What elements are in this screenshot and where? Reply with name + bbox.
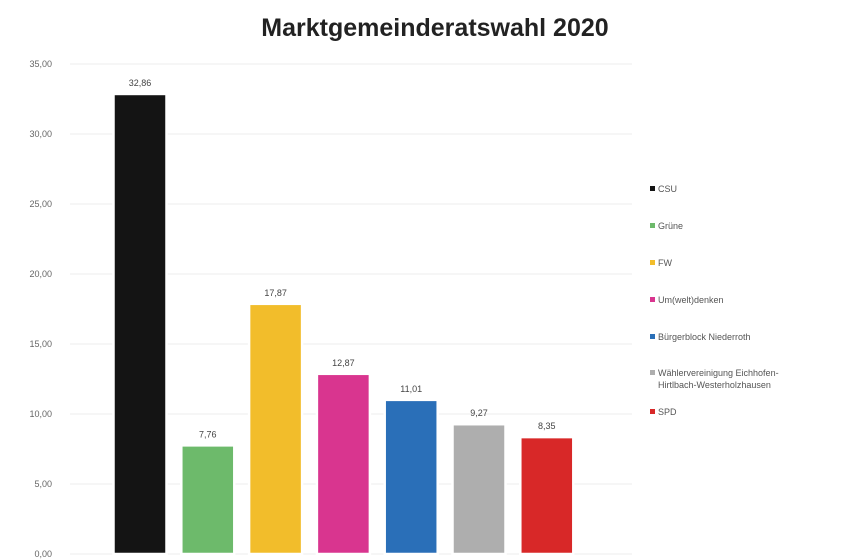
legend-swatch xyxy=(650,186,655,191)
bar xyxy=(112,92,168,556)
y-tick-label: 0,00 xyxy=(34,549,52,559)
y-tick-label: 25,00 xyxy=(29,199,52,209)
bar xyxy=(247,302,304,556)
legend-label: SPD xyxy=(658,407,677,417)
chart-title: Marktgemeinderatswahl 2020 xyxy=(261,14,609,42)
legend-label: Grüne xyxy=(658,221,684,231)
y-tick-label: 5,00 xyxy=(34,479,52,489)
legend-item: CSU xyxy=(650,183,810,195)
data-label: 12,87 xyxy=(332,358,355,368)
legend-item: Um(welt)denken xyxy=(650,294,810,306)
legend-swatch xyxy=(650,409,655,414)
legend-item: SPD xyxy=(650,406,810,418)
y-tick-label: 30,00 xyxy=(29,129,52,139)
data-label: 9,27 xyxy=(470,408,488,418)
legend-label: CSU xyxy=(658,184,678,194)
bar xyxy=(180,444,236,556)
bar xyxy=(383,398,439,556)
legend-swatch xyxy=(650,334,655,339)
legend-item: FW xyxy=(650,257,810,269)
legend-item: Grüne xyxy=(650,220,810,232)
data-labels: 32,86 7,76 17,87 12,87 11,01 9,27 8,35 xyxy=(129,78,556,439)
y-tick-label: 10,00 xyxy=(29,409,52,419)
legend-item: Bürgerblock Niederroth xyxy=(650,331,810,343)
y-axis-ticks: 0,00 5,00 10,00 15,00 20,00 25,00 30,00 35,00 xyxy=(29,59,52,559)
data-label: 7,76 xyxy=(199,429,217,439)
y-tick-label: 35,00 xyxy=(29,59,52,69)
data-label: 32,86 xyxy=(129,78,152,88)
bar xyxy=(519,435,575,556)
legend-swatch xyxy=(650,370,655,375)
legend-label: Bürgerblock Niederroth xyxy=(658,332,751,342)
data-label: 17,87 xyxy=(264,288,287,298)
data-label: 11,01 xyxy=(400,384,422,394)
bar xyxy=(451,422,507,556)
y-tick-label: 20,00 xyxy=(29,269,52,279)
legend-swatch xyxy=(650,297,655,302)
bar xyxy=(315,372,372,556)
legend-item: Wählervereinigung Eichhofen-Hirtlbach-We… xyxy=(650,367,785,391)
legend-label: Wählervereinigung Eichhofen-Hirtlbach-We… xyxy=(658,368,779,390)
bars xyxy=(112,92,575,556)
data-label: 8,35 xyxy=(538,421,556,431)
legend-swatch xyxy=(650,260,655,265)
legend-swatch xyxy=(650,223,655,228)
legend-label: FW xyxy=(658,258,672,268)
y-tick-label: 15,00 xyxy=(29,339,52,349)
legend-label: Um(welt)denken xyxy=(658,295,724,305)
